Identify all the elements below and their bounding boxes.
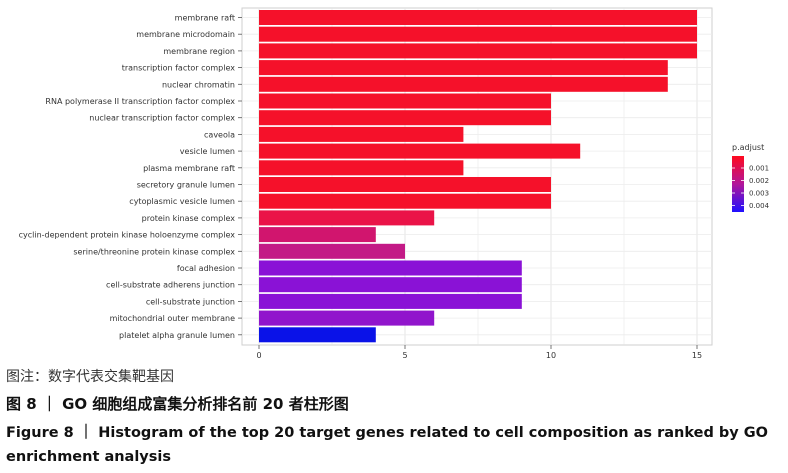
bar xyxy=(259,277,522,293)
bar xyxy=(259,10,697,25)
y-tick-label: cyclin-dependent protein kinase holoenzy… xyxy=(19,231,236,240)
bar xyxy=(259,327,376,343)
legend-color-bar xyxy=(732,156,744,212)
x-tick-label: 5 xyxy=(402,351,407,360)
x-tick-label: 0 xyxy=(256,351,261,360)
x-tick-label: 10 xyxy=(546,351,556,360)
y-tick-label: RNA polymerase II transcription factor c… xyxy=(45,97,235,106)
bar xyxy=(259,76,668,92)
y-tick-label: plasma membrane raft xyxy=(143,164,235,173)
bar xyxy=(259,110,551,126)
legend-title: p.adjust xyxy=(732,143,764,152)
bar xyxy=(259,60,668,76)
y-tick-label: focal adhesion xyxy=(177,264,235,273)
y-tick-label: nuclear transcription factor complex xyxy=(89,114,235,123)
legend: p.adjust 0.001 0.002 0.003 0.004 xyxy=(732,143,770,212)
legend-label: 0.002 xyxy=(749,177,769,185)
y-tick-label: caveola xyxy=(204,130,235,139)
y-tick-label: nuclear chromatin xyxy=(162,80,235,89)
y-tick-label: protein kinase complex xyxy=(142,214,236,223)
bar xyxy=(259,26,697,42)
figure-note: 图注：数字代表交集靶基因 xyxy=(6,369,174,385)
y-tick-label: vesicle lumen xyxy=(180,147,235,156)
y-tick-label: membrane raft xyxy=(175,14,235,23)
bar xyxy=(259,160,464,176)
bar xyxy=(259,43,697,59)
legend-label: 0.004 xyxy=(749,202,770,210)
x-axis-ticks: 0 5 10 15 xyxy=(256,345,702,360)
legend-label: 0.003 xyxy=(749,190,769,198)
bar xyxy=(259,210,435,226)
y-axis-labels: membrane raft membrane microdomain membran… xyxy=(19,14,242,340)
bar xyxy=(259,243,405,259)
legend-label: 0.001 xyxy=(749,165,769,173)
bar xyxy=(259,143,581,159)
bar xyxy=(259,227,376,243)
y-tick-label: cell-substrate junction xyxy=(146,297,235,306)
y-tick-label: transcription factor complex xyxy=(122,64,236,73)
bar xyxy=(259,193,551,209)
bar xyxy=(259,126,464,142)
y-tick-label: secretory granule lumen xyxy=(137,181,235,190)
y-tick-label: mitochondrial outer membrane xyxy=(110,314,235,323)
y-tick-label: membrane microdomain xyxy=(136,30,235,39)
bar xyxy=(259,310,435,326)
x-tick-label: 15 xyxy=(692,351,702,360)
bar xyxy=(259,293,522,309)
bar xyxy=(259,260,522,276)
bar xyxy=(259,93,551,109)
figure-caption-en: Figure 8 ｜ Histogram of the top 20 targe… xyxy=(6,425,768,465)
go-bar-chart: membrane raft membrane microdomain membran… xyxy=(19,7,770,360)
figure-caption-cn: 图 8 ｜ GO 细胞组成富集分析排名前 20 者柱形图 xyxy=(6,395,349,413)
bars xyxy=(259,10,697,343)
y-tick-label: cytoplasmic vesicle lumen xyxy=(129,197,235,206)
bar xyxy=(259,177,551,192)
y-tick-label: membrane region xyxy=(163,47,235,56)
y-tick-label: serine/threonine protein kinase complex xyxy=(73,247,235,256)
y-tick-label: cell-substrate adherens junction xyxy=(106,281,235,290)
y-tick-label: platelet alpha granule lumen xyxy=(119,331,235,340)
